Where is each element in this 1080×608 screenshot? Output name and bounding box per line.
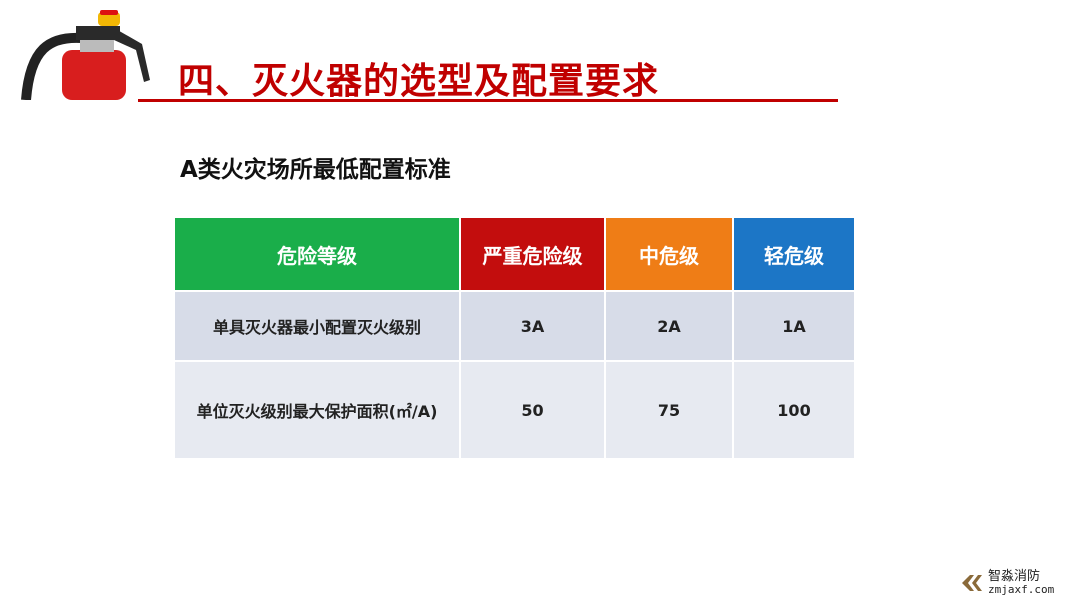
logo-icon: [962, 575, 982, 591]
cell: 2A: [604, 290, 734, 362]
table-row: 单具灭火器最小配置灭火级别 3A 2A 1A: [173, 290, 856, 362]
header-light: 轻危级: [732, 216, 856, 292]
table-header-row: 危险等级 严重危险级 中危级 轻危级: [173, 216, 856, 292]
title-underline: [138, 99, 838, 102]
watermark-logo: 智淼消防 zmjaxf.com: [960, 570, 1054, 596]
header-medium: 中危级: [604, 216, 734, 292]
cell: 75: [604, 360, 734, 460]
cell: 1A: [732, 290, 856, 362]
cell: 3A: [459, 290, 606, 362]
config-standard-table: 危险等级 严重危险级 中危级 轻危级 单具灭火器最小配置灭火级别 3A 2A 1…: [173, 216, 856, 460]
table-row: 单位灭火级别最大保护面积(㎡/A) 50 75 100: [173, 360, 856, 460]
slide-title: 四、灭火器的选型及配置要求: [178, 61, 660, 102]
cell: 50: [459, 360, 606, 460]
section-subtitle: A类火灾场所最低配置标准: [180, 157, 451, 183]
row-label: 单具灭火器最小配置灭火级别: [173, 290, 461, 362]
watermark-name: 智淼消防: [988, 569, 1041, 584]
header-hazard-level: 危险等级: [173, 216, 461, 292]
header-severe: 严重危险级: [459, 216, 606, 292]
fire-extinguisher-image: [21, 10, 150, 100]
cell: 100: [732, 360, 856, 460]
watermark-url: zmjaxf.com: [988, 583, 1055, 596]
row-label: 单位灭火级别最大保护面积(㎡/A): [173, 360, 461, 460]
